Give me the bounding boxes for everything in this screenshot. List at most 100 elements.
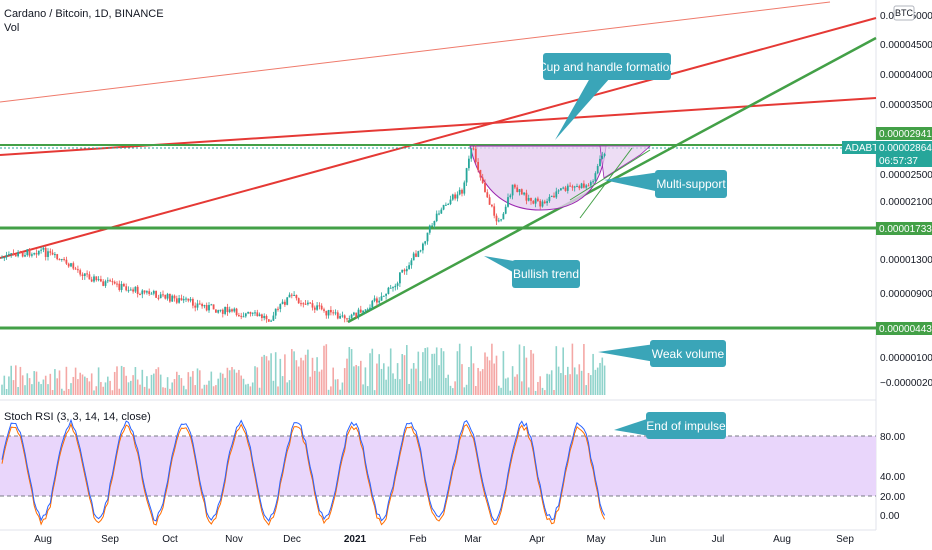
candle-body bbox=[300, 303, 302, 305]
candle-body bbox=[417, 251, 420, 257]
volume-bar bbox=[235, 372, 238, 395]
price-axis[interactable]: 0.00005000 0.00004500 0.00004000 0.00003… bbox=[880, 11, 932, 522]
volume-bar bbox=[288, 380, 291, 395]
candle-body bbox=[394, 285, 397, 288]
volume-bar bbox=[61, 388, 63, 395]
symbol-title[interactable]: Cardano / Bitcoin, 1D, BINANCE bbox=[4, 8, 164, 20]
candle-body bbox=[557, 190, 560, 192]
callout-bullish-trend[interactable]: Bullish trend bbox=[484, 256, 580, 288]
candle-body bbox=[129, 289, 132, 291]
candle-body bbox=[44, 247, 47, 257]
volume-label[interactable]: Vol bbox=[4, 22, 20, 34]
candle-body bbox=[279, 303, 282, 309]
volume-bar bbox=[403, 355, 406, 395]
candle-body bbox=[387, 287, 390, 294]
volume-bar bbox=[590, 375, 592, 395]
candle-body bbox=[224, 306, 226, 314]
candle-body bbox=[249, 312, 252, 314]
volume-bar bbox=[72, 376, 75, 395]
volume-bar bbox=[238, 369, 240, 395]
volume-bar bbox=[484, 352, 486, 395]
candle-body bbox=[318, 305, 321, 307]
volume-bar bbox=[102, 386, 104, 395]
volume-bar bbox=[245, 384, 247, 395]
time-axis[interactable]: Aug Sep Oct Nov Dec 2021 Feb Mar Apr May… bbox=[34, 534, 854, 545]
red-rising-line[interactable] bbox=[0, 17, 877, 259]
svg-text:0.00002864: 0.00002864 bbox=[879, 143, 932, 154]
candle-body bbox=[12, 253, 15, 255]
volume-bar bbox=[318, 371, 321, 395]
candle-body bbox=[514, 184, 516, 188]
volume-bar bbox=[415, 368, 417, 395]
svg-text:Aug: Aug bbox=[34, 534, 52, 545]
volume-bar bbox=[422, 352, 424, 395]
cup-shape[interactable] bbox=[469, 145, 607, 211]
callout-multi-support[interactable]: Multi-support bbox=[604, 170, 727, 198]
volume-bar bbox=[431, 353, 433, 395]
volume-bar bbox=[10, 365, 12, 395]
volume-bar bbox=[495, 355, 498, 395]
volume-bar bbox=[104, 382, 107, 395]
candle-body bbox=[58, 259, 61, 261]
currency-badge[interactable]: BTC bbox=[893, 5, 915, 21]
candle-body bbox=[272, 315, 275, 321]
svg-text:0.00000100: 0.00000100 bbox=[880, 353, 932, 364]
candle-body bbox=[150, 293, 153, 295]
candle-body bbox=[599, 158, 601, 167]
candle-body bbox=[550, 195, 553, 197]
candle-body bbox=[378, 300, 381, 303]
volume-bar bbox=[291, 349, 293, 395]
candle-body bbox=[458, 189, 461, 195]
volume-bar bbox=[337, 379, 339, 395]
volume-bar bbox=[123, 367, 125, 395]
candle-body bbox=[520, 189, 523, 195]
candle-body bbox=[474, 148, 477, 162]
red-channel-line-top[interactable] bbox=[0, 1, 831, 103]
volume-bar bbox=[116, 366, 118, 395]
volume-bar bbox=[17, 387, 19, 395]
volume-bar bbox=[426, 347, 429, 395]
candle-body bbox=[385, 293, 387, 296]
volume-bar bbox=[412, 363, 415, 395]
candle-body bbox=[297, 298, 300, 304]
candle-body bbox=[373, 298, 376, 301]
handle-shape[interactable] bbox=[599, 145, 652, 179]
candle-body bbox=[37, 250, 40, 255]
candle-body bbox=[576, 186, 578, 188]
volume-bar bbox=[109, 380, 111, 395]
volume-bar bbox=[502, 351, 505, 395]
candle-body bbox=[134, 286, 137, 292]
volume-bar bbox=[254, 366, 256, 395]
volume-bar bbox=[472, 363, 475, 395]
callout-cup-handle[interactable]: Cup and handle formation bbox=[538, 53, 676, 140]
volume-bar bbox=[599, 362, 601, 395]
stoch-rsi-label[interactable]: Stoch RSI (3, 3, 14, 14, close) bbox=[4, 411, 151, 423]
volume-bar bbox=[157, 367, 160, 395]
volume-bar bbox=[447, 374, 449, 395]
svg-text:End of impulse: End of impulse bbox=[646, 419, 726, 433]
candle-body bbox=[54, 254, 56, 256]
candle-body bbox=[463, 182, 466, 194]
candle-body bbox=[111, 281, 114, 283]
volume-bar bbox=[353, 366, 355, 395]
candle-body bbox=[530, 197, 532, 201]
volume-bar bbox=[456, 351, 459, 395]
callout-weak-volume[interactable]: Weak volume bbox=[598, 340, 726, 367]
volume-bar bbox=[143, 386, 146, 395]
callout-end-impulse[interactable]: End of impulse bbox=[614, 412, 726, 439]
volume-bar bbox=[251, 382, 254, 395]
candle-body bbox=[251, 312, 254, 314]
volume-bar bbox=[180, 378, 183, 395]
volume-bar bbox=[578, 364, 581, 395]
candle-body bbox=[537, 198, 539, 201]
volume-bar bbox=[21, 375, 24, 395]
volume-bar bbox=[325, 344, 328, 395]
candle-body bbox=[240, 315, 243, 317]
volume-bar bbox=[295, 360, 298, 395]
volume-bar bbox=[111, 390, 114, 395]
volume-bar bbox=[546, 373, 548, 395]
volume-bar bbox=[35, 371, 38, 395]
candle-body bbox=[290, 294, 293, 296]
candle-body bbox=[277, 308, 279, 310]
